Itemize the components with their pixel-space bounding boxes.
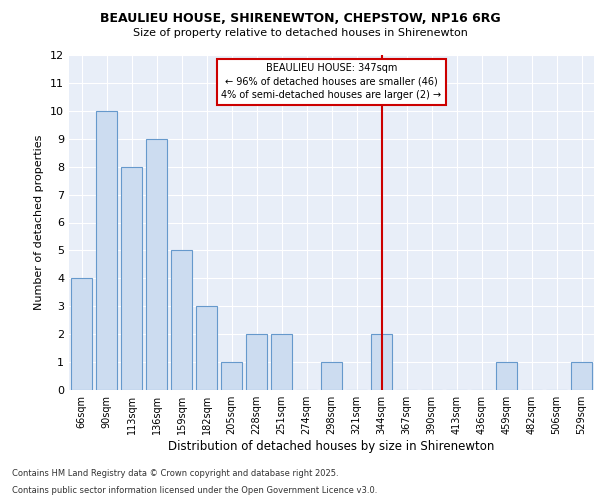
Bar	[321, 362, 342, 390]
Bar	[271, 334, 292, 390]
X-axis label: Distribution of detached houses by size in Shirenewton: Distribution of detached houses by size …	[169, 440, 494, 453]
Text: Size of property relative to detached houses in Shirenewton: Size of property relative to detached ho…	[133, 28, 467, 38]
Bar	[96, 111, 117, 390]
Bar	[371, 334, 392, 390]
Bar	[571, 362, 592, 390]
Bar	[171, 250, 192, 390]
Bar	[196, 306, 217, 390]
Text: BEAULIEU HOUSE, SHIRENEWTON, CHEPSTOW, NP16 6RG: BEAULIEU HOUSE, SHIRENEWTON, CHEPSTOW, N…	[100, 12, 500, 26]
Bar	[71, 278, 92, 390]
Text: BEAULIEU HOUSE: 347sqm
← 96% of detached houses are smaller (46)
4% of semi-deta: BEAULIEU HOUSE: 347sqm ← 96% of detached…	[221, 64, 442, 100]
Bar	[246, 334, 267, 390]
Bar	[496, 362, 517, 390]
Bar	[121, 166, 142, 390]
Bar	[146, 138, 167, 390]
Bar	[221, 362, 242, 390]
Text: Contains public sector information licensed under the Open Government Licence v3: Contains public sector information licen…	[12, 486, 377, 495]
Y-axis label: Number of detached properties: Number of detached properties	[34, 135, 44, 310]
Text: Contains HM Land Registry data © Crown copyright and database right 2025.: Contains HM Land Registry data © Crown c…	[12, 468, 338, 477]
